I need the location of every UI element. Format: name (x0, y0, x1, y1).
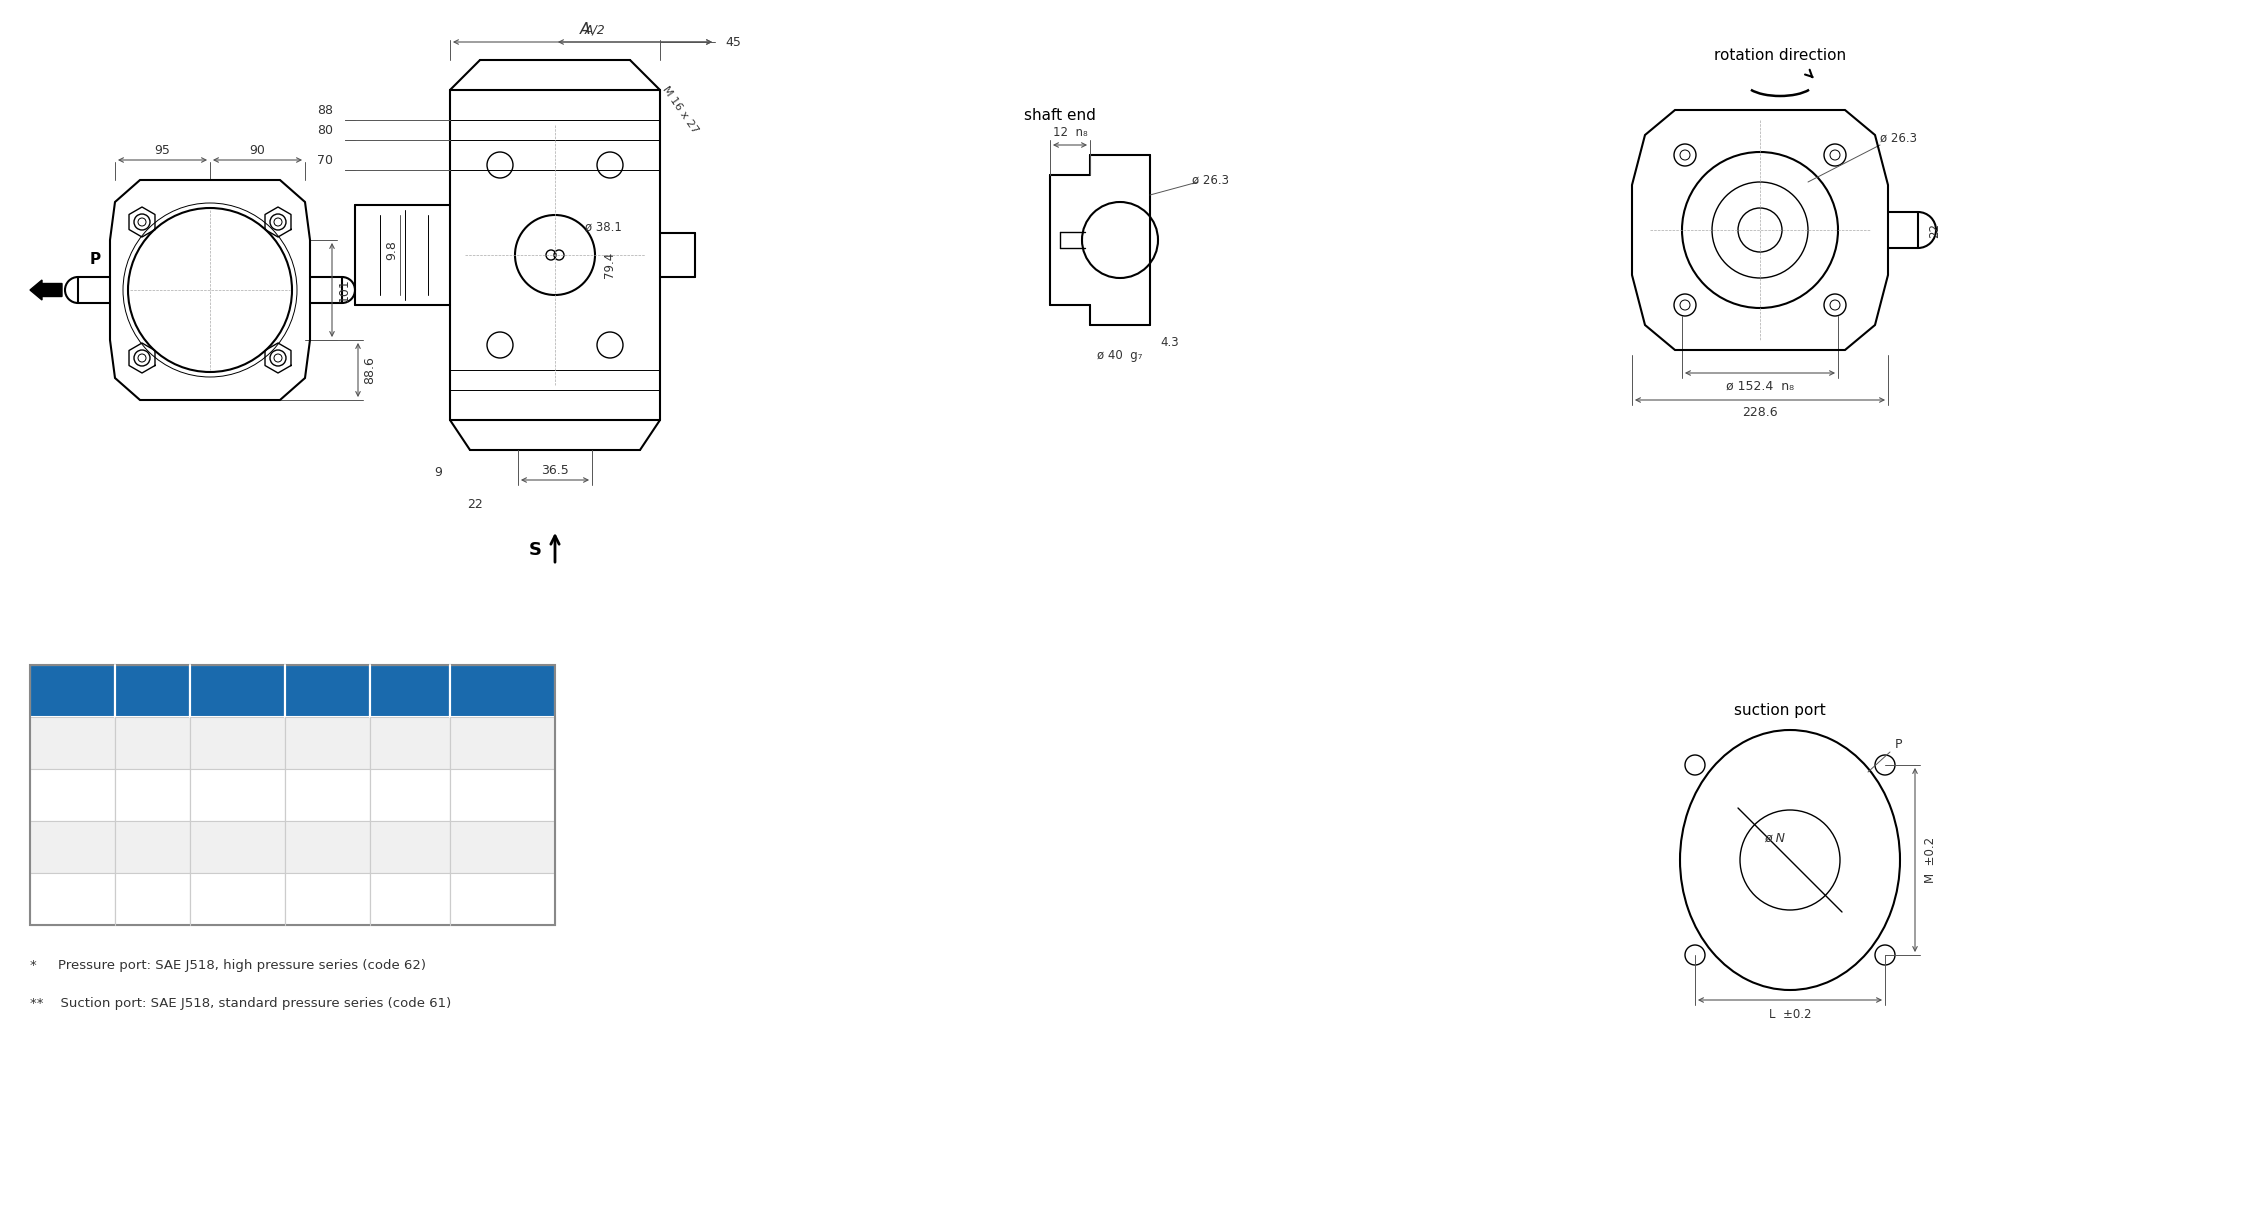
Text: A: A (146, 682, 160, 700)
Text: 115: 115 (137, 734, 169, 751)
Text: P: P (90, 253, 101, 268)
FancyBboxPatch shape (189, 821, 286, 873)
Text: 69,9: 69,9 (309, 890, 347, 908)
Text: 88,9: 88,9 (218, 734, 257, 751)
Text: 36.5: 36.5 (540, 463, 570, 477)
Text: 95: 95 (155, 143, 171, 157)
Text: P: P (1894, 738, 1901, 751)
Text: N: N (403, 682, 417, 700)
Text: ø 26.3: ø 26.3 (1191, 174, 1230, 186)
Text: ø 152.4  n₈: ø 152.4 n₈ (1725, 379, 1795, 393)
FancyBboxPatch shape (286, 717, 369, 769)
FancyBboxPatch shape (286, 873, 369, 925)
Text: P: P (495, 682, 509, 700)
Text: M12x22: M12x22 (468, 734, 536, 751)
Text: shaft end: shaft end (1025, 107, 1097, 123)
Text: M**: M** (311, 682, 345, 700)
Text: 22: 22 (1928, 223, 1941, 237)
Text: 9: 9 (435, 466, 441, 479)
Text: 161: 161 (137, 838, 169, 856)
FancyBboxPatch shape (369, 873, 450, 925)
FancyArrow shape (29, 280, 63, 300)
Text: 12  n₈: 12 n₈ (1052, 125, 1088, 139)
Text: 160: 160 (56, 786, 88, 804)
Text: ø 38.1: ø 38.1 (586, 220, 622, 233)
Text: 120,7: 120,7 (214, 890, 261, 908)
FancyBboxPatch shape (369, 665, 450, 717)
Text: 69,9: 69,9 (309, 838, 347, 856)
FancyBboxPatch shape (115, 717, 189, 769)
Text: 4.3: 4.3 (1160, 336, 1180, 349)
FancyBboxPatch shape (450, 769, 554, 821)
Text: 88,9: 88,9 (392, 890, 428, 908)
Text: 45: 45 (725, 35, 741, 49)
Text: Size: Size (54, 682, 92, 700)
Text: suction port: suction port (1734, 703, 1826, 717)
FancyBboxPatch shape (286, 769, 369, 821)
Text: ø N: ø N (1766, 832, 1786, 844)
FancyBboxPatch shape (29, 717, 115, 769)
Text: 70: 70 (318, 153, 333, 167)
Text: 88,9: 88,9 (392, 838, 428, 856)
FancyBboxPatch shape (189, 717, 286, 769)
Text: M16x25: M16x25 (468, 838, 536, 856)
FancyBboxPatch shape (189, 769, 286, 821)
FancyBboxPatch shape (29, 821, 115, 873)
FancyBboxPatch shape (286, 821, 369, 873)
Text: ø 26.3: ø 26.3 (1880, 131, 1916, 145)
Text: 228.6: 228.6 (1743, 406, 1777, 420)
Text: L  ±0.2: L ±0.2 (1768, 1008, 1811, 1021)
Text: 88.6: 88.6 (363, 356, 376, 384)
Text: *     Pressure port: SAE J518, high pressure series (code 62): * Pressure port: SAE J518, high pressure… (29, 958, 426, 972)
Text: ø 40  g₇: ø 40 g₇ (1097, 349, 1142, 361)
Text: 22: 22 (466, 499, 482, 512)
Text: 79.4: 79.4 (604, 252, 617, 278)
Text: rotation direction: rotation direction (1714, 47, 1847, 62)
Text: 125: 125 (56, 734, 88, 751)
FancyBboxPatch shape (29, 665, 115, 717)
Text: S: S (529, 541, 540, 559)
FancyBboxPatch shape (369, 717, 450, 769)
Text: 90: 90 (250, 143, 266, 157)
Text: M 16 x 27: M 16 x 27 (660, 85, 700, 135)
FancyBboxPatch shape (189, 665, 286, 717)
FancyBboxPatch shape (450, 665, 554, 717)
FancyBboxPatch shape (369, 769, 450, 821)
FancyBboxPatch shape (286, 665, 369, 717)
Text: L**: L** (223, 682, 252, 700)
FancyBboxPatch shape (450, 873, 554, 925)
FancyBboxPatch shape (115, 665, 189, 717)
Text: 76,2: 76,2 (392, 786, 428, 804)
Text: A: A (579, 23, 590, 38)
Text: M  ±0.2: M ±0.2 (1923, 837, 1937, 883)
Text: 136: 136 (137, 786, 169, 804)
FancyBboxPatch shape (29, 873, 115, 925)
Text: 101: 101 (338, 278, 351, 302)
Text: M16x25: M16x25 (468, 786, 536, 804)
Text: 80: 80 (318, 124, 333, 136)
FancyBboxPatch shape (29, 769, 115, 821)
Text: **    Suction port: SAE J518, standard pressure series (code 61): ** Suction port: SAE J518, standard pres… (29, 996, 450, 1009)
Text: 61,9: 61,9 (309, 786, 347, 804)
Text: M16x25: M16x25 (468, 890, 536, 908)
Text: 88: 88 (318, 103, 333, 117)
Text: 200: 200 (56, 838, 88, 856)
Text: 106,4: 106,4 (214, 786, 261, 804)
FancyBboxPatch shape (115, 821, 189, 873)
FancyBboxPatch shape (450, 821, 554, 873)
Text: A/2: A/2 (586, 23, 606, 36)
FancyBboxPatch shape (450, 717, 554, 769)
Text: 191: 191 (137, 890, 169, 908)
FancyBboxPatch shape (189, 873, 286, 925)
FancyBboxPatch shape (369, 821, 450, 873)
Text: 250: 250 (56, 890, 88, 908)
Text: 120,7: 120,7 (214, 838, 261, 856)
FancyBboxPatch shape (115, 769, 189, 821)
Text: 63,5: 63,5 (392, 734, 428, 751)
FancyBboxPatch shape (115, 873, 189, 925)
Text: 50,8: 50,8 (309, 734, 347, 751)
Text: 9.8: 9.8 (385, 240, 399, 260)
